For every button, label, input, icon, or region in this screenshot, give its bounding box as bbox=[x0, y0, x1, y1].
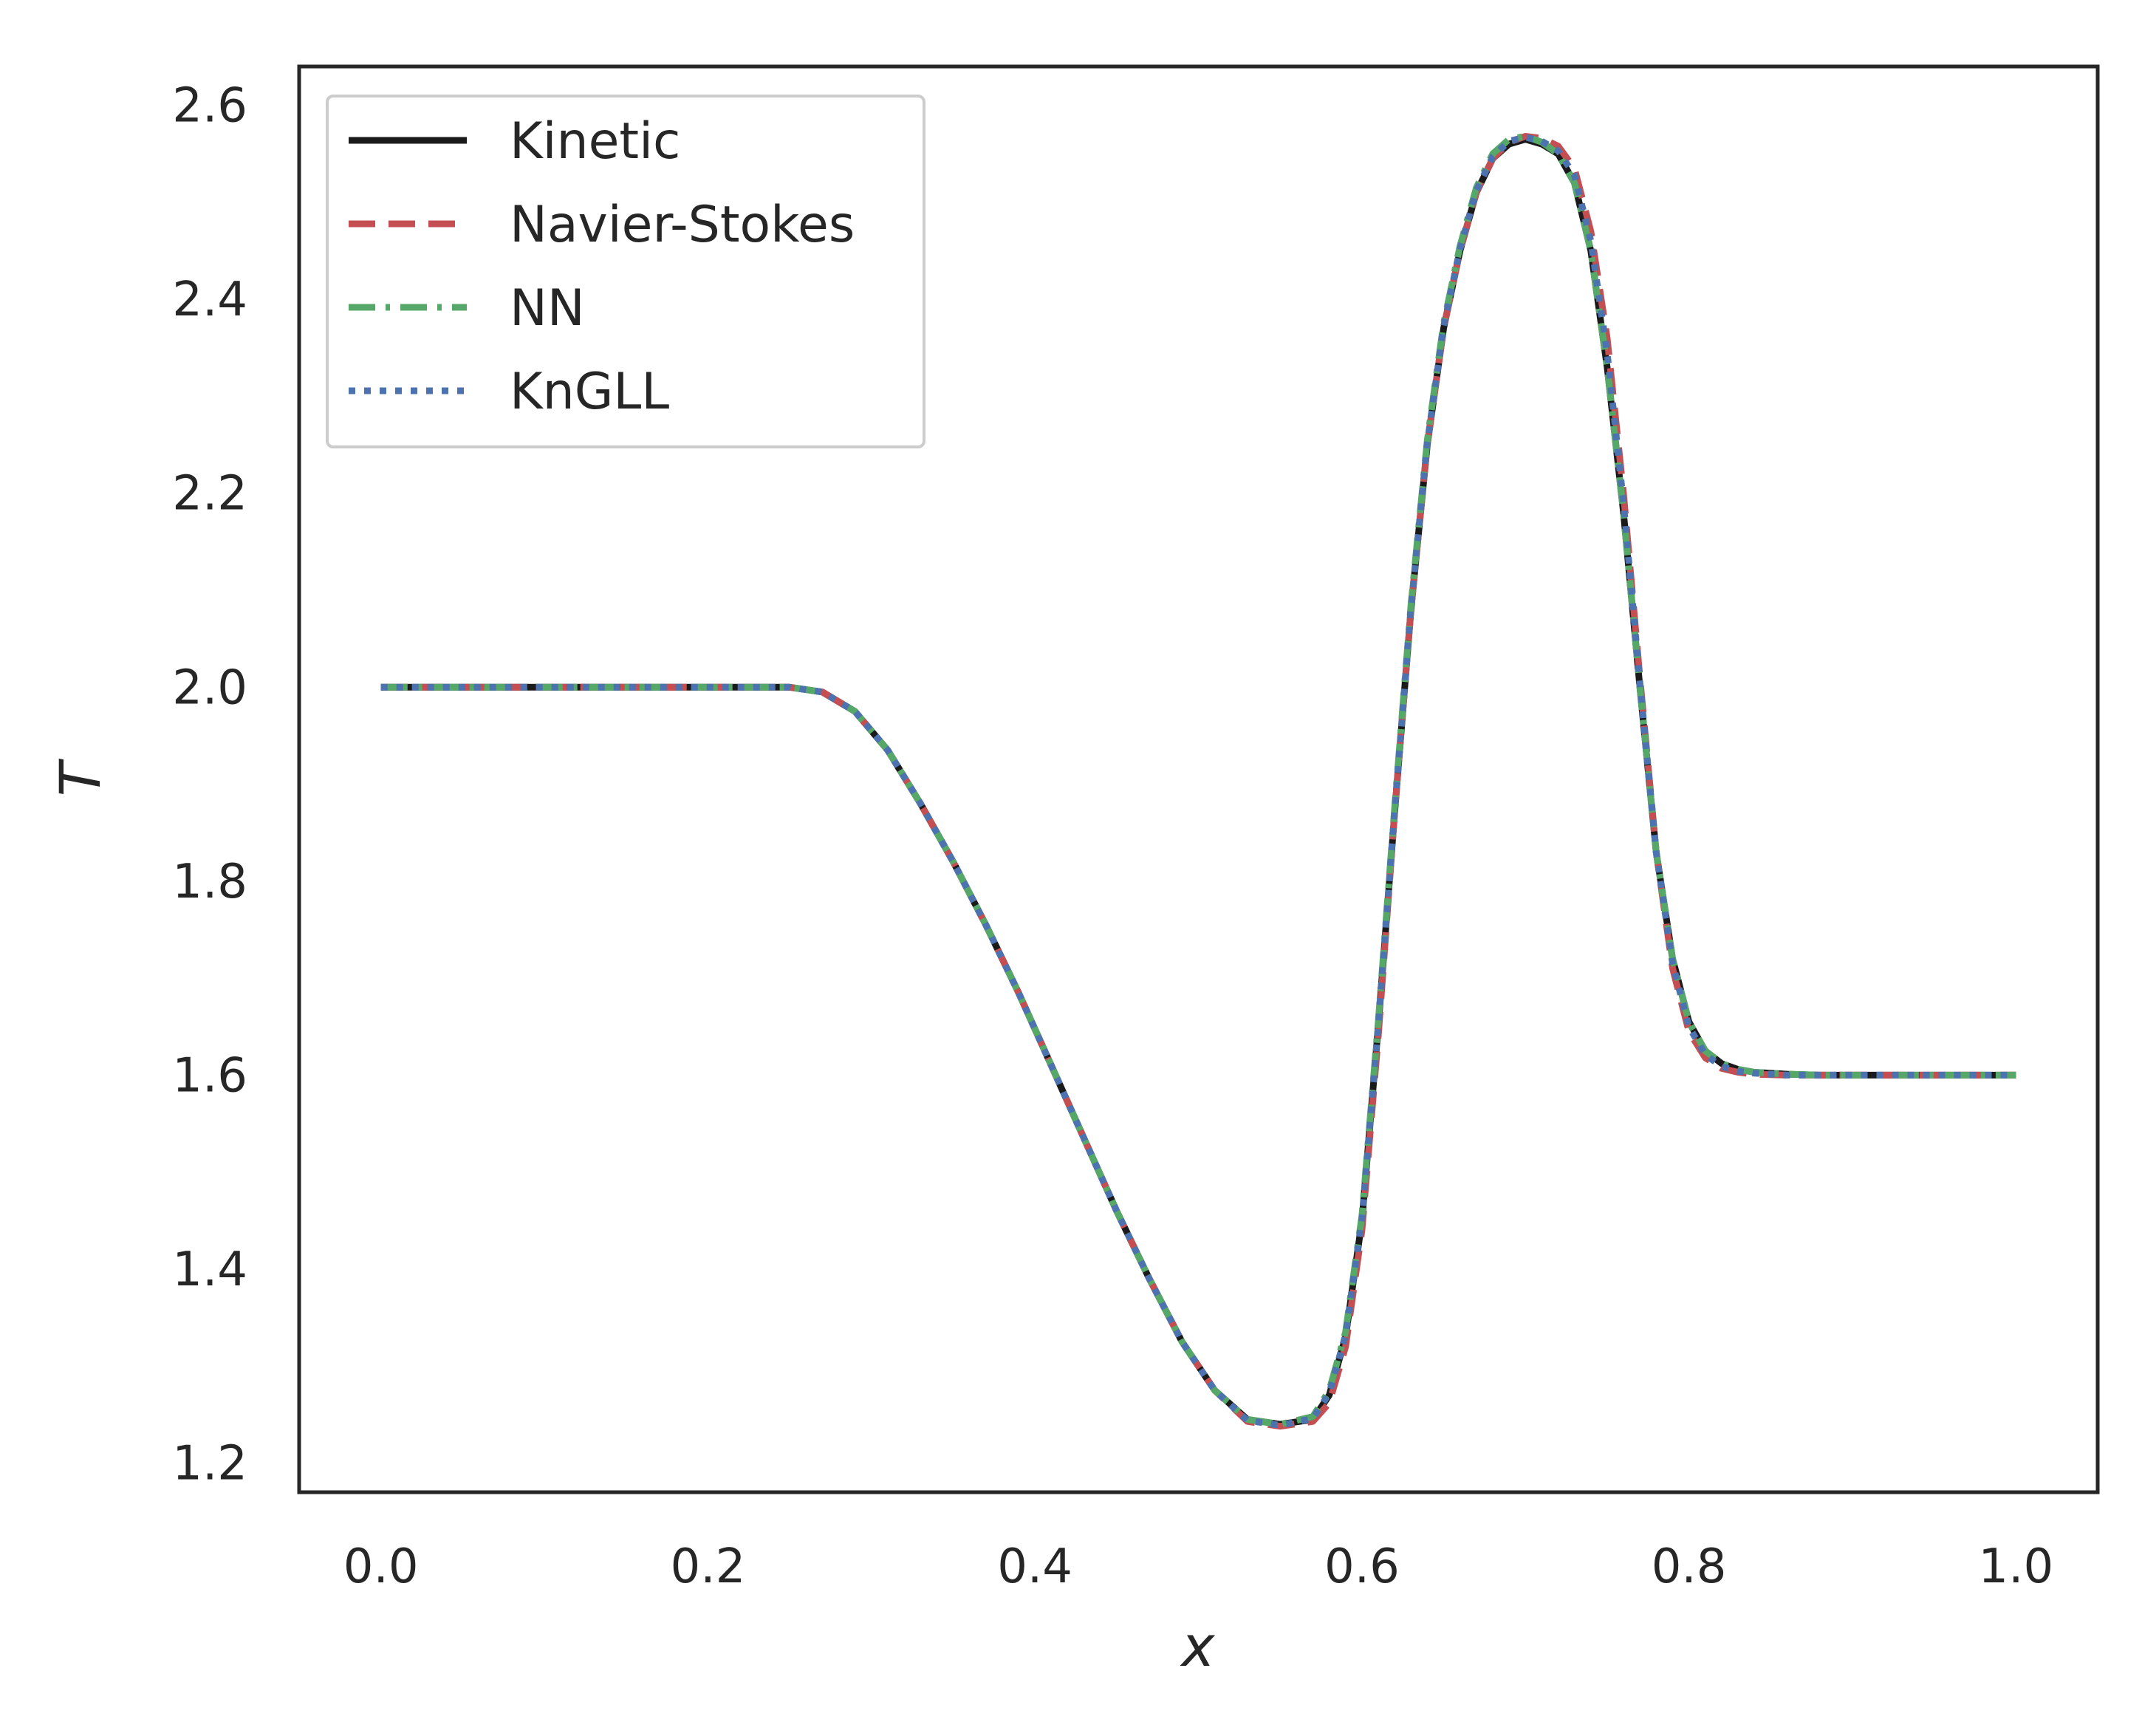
x-axis-label: x bbox=[1180, 1613, 1216, 1679]
y-tick-label: 2.2 bbox=[172, 467, 247, 522]
y-tick-label: 2.0 bbox=[172, 660, 247, 715]
y-axis-label: T bbox=[47, 758, 113, 796]
legend-label: NN bbox=[510, 279, 585, 338]
x-tick-label: 1.0 bbox=[1978, 1539, 2053, 1594]
x-tick-label: 0.4 bbox=[997, 1539, 1072, 1594]
x-tick-label: 0.2 bbox=[671, 1539, 746, 1594]
legend-label: Navier-Stokes bbox=[510, 196, 855, 254]
plot-frame bbox=[297, 64, 2100, 1494]
legend-label: Kinetic bbox=[510, 112, 680, 171]
y-tick-label: 1.8 bbox=[172, 855, 247, 909]
y-tick-label: 1.6 bbox=[172, 1048, 247, 1103]
legend: Kinetic Navier-Stokes NN KnGLL bbox=[326, 95, 925, 448]
series-line-kngll bbox=[380, 134, 2016, 1429]
y-tick-label: 2.4 bbox=[172, 273, 247, 327]
y-tick-label: 1.2 bbox=[172, 1437, 247, 1491]
y-tick-label: 2.6 bbox=[172, 79, 247, 134]
legend-label: KnGLL bbox=[510, 363, 669, 421]
x-tick-label: 0.0 bbox=[343, 1539, 419, 1594]
x-tick-label: 0.8 bbox=[1652, 1539, 1727, 1594]
y-tick-labels: 1.2 1.4 1.6 1.8 2.0 2.2 2.4 2.6 bbox=[172, 79, 247, 1491]
x-tick-label: 0.6 bbox=[1324, 1539, 1400, 1594]
x-tick-labels: 0.0 0.2 0.4 0.6 0.8 1.0 bbox=[343, 1539, 2053, 1594]
series-layer bbox=[380, 133, 2016, 1430]
legend-box bbox=[326, 95, 925, 448]
y-tick-label: 1.4 bbox=[172, 1243, 247, 1297]
